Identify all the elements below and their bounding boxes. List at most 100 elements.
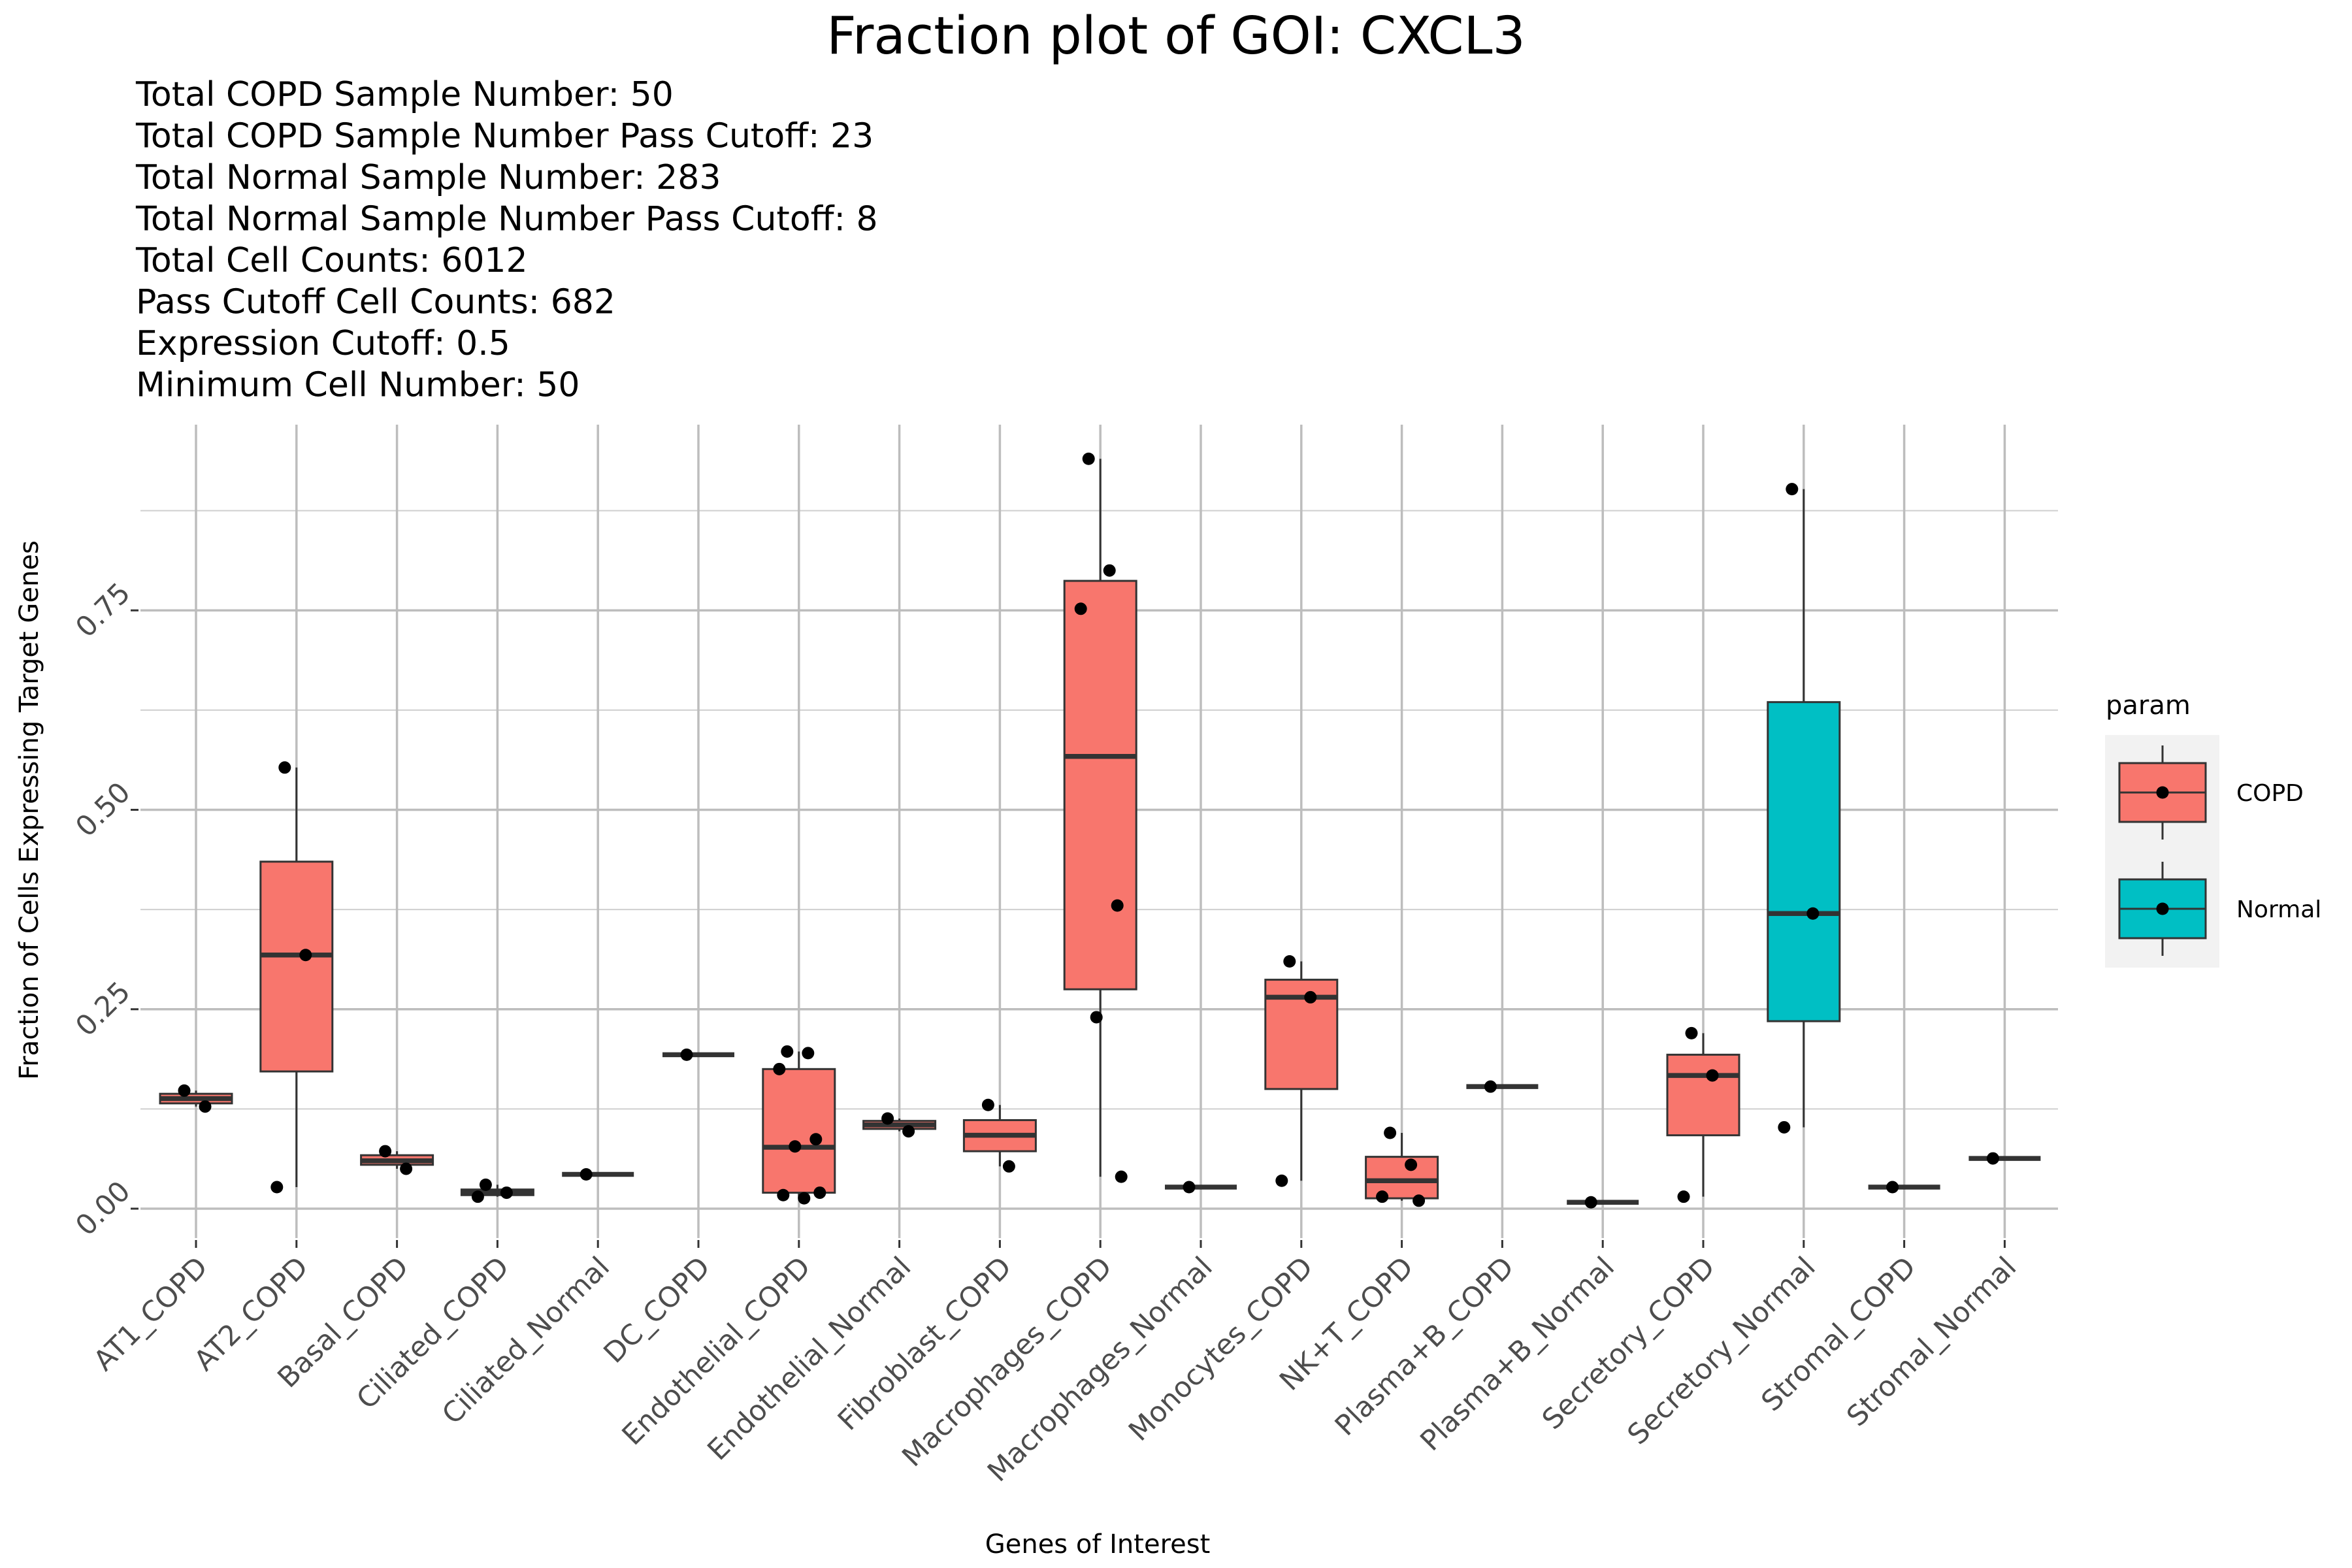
data-point: [379, 1145, 392, 1158]
data-point: [1706, 1069, 1719, 1082]
box-body: [1666, 1053, 1740, 1137]
data-point: [278, 761, 291, 774]
data-point: [270, 1181, 284, 1194]
chart-title: Fraction plot of GOI: CXCL3: [826, 6, 1526, 66]
data-point: [773, 1062, 786, 1075]
subtitle-line: Total Cell Counts: 6012: [135, 241, 528, 280]
x-axis-title: Genes of Interest: [985, 1529, 1211, 1560]
data-point: [798, 1192, 811, 1205]
box-endothelial-normal: [862, 1119, 937, 1132]
data-point: [1405, 1158, 1418, 1171]
x-tick-label: Stromal_Normal: [1840, 1250, 2023, 1433]
legend-label: COPD: [2236, 780, 2304, 807]
box-at2-copd: [259, 767, 334, 1188]
y-axis-ticks: 0.00 0.25 0.50 0.75: [69, 577, 139, 1243]
subtitle-line: Total COPD Sample Number: 50: [135, 75, 674, 114]
data-point: [1275, 1174, 1288, 1187]
x-tick-label: Plasma+B_COPD: [1329, 1250, 1520, 1442]
data-point: [1685, 1026, 1698, 1039]
data-point: [1183, 1181, 1196, 1194]
box-macrophages-copd: [1063, 459, 1137, 1177]
subtitle-line: Total COPD Sample Number Pass Cutoff: 23: [135, 117, 874, 156]
x-tick-label: Endothelial_Normal: [702, 1250, 918, 1467]
data-point: [1074, 602, 1087, 615]
x-axis-ticks: AT1_COPDAT2_COPDBasal_COPDCiliated_COPDC…: [88, 1240, 2023, 1488]
data-point: [777, 1188, 790, 1201]
x-tick-label: Secretory_COPD: [1536, 1250, 1722, 1436]
data-point: [1986, 1152, 1999, 1165]
box-endothelial-copd: [762, 1051, 836, 1199]
legend-label: Normal: [2236, 896, 2321, 923]
box-body: [1767, 701, 1841, 1022]
x-tick-label: Fibroblast_COPD: [832, 1250, 1018, 1437]
data-point: [1413, 1194, 1426, 1207]
data-point: [1090, 1011, 1103, 1024]
data-point: [802, 1047, 815, 1060]
data-point: [1786, 483, 1799, 496]
box-body: [1063, 580, 1137, 990]
subtitle-line: Minimum Cell Number: 50: [136, 366, 580, 405]
data-point: [1103, 564, 1116, 577]
box-nk-t-copd: [1365, 1133, 1439, 1201]
data-point: [1002, 1160, 1015, 1173]
data-point: [1115, 1170, 1128, 1183]
data-point: [680, 1048, 693, 1061]
x-tick-label: Ciliated_Normal: [436, 1250, 616, 1431]
legend-title: param: [2106, 691, 2191, 721]
box-body: [762, 1068, 836, 1194]
subtitle-line: Total Normal Sample Number: 283: [135, 158, 721, 197]
data-point: [1584, 1196, 1597, 1209]
data-point: [299, 949, 312, 962]
data-point: [881, 1112, 894, 1125]
y-tick-label: 0.50: [69, 776, 137, 843]
data-point: [500, 1186, 513, 1200]
box-series: [159, 459, 2041, 1205]
data-point: [400, 1162, 413, 1175]
data-point: [1111, 899, 1124, 912]
box-secretory-normal: [1767, 489, 1841, 1128]
data-point: [471, 1190, 484, 1203]
data-points: [178, 452, 1999, 1209]
data-point: [178, 1084, 191, 1097]
data-point: [1384, 1126, 1397, 1139]
data-point: [1484, 1080, 1497, 1093]
subtitle-line: Total Normal Sample Number Pass Cutoff: …: [135, 200, 878, 239]
data-point: [809, 1133, 823, 1146]
box-monocytes-copd: [1264, 961, 1339, 1181]
box-basal-copd: [360, 1151, 434, 1169]
data-point: [813, 1186, 826, 1200]
data-point: [789, 1140, 802, 1153]
y-tick-label: 0.75: [69, 577, 137, 644]
subtitle-line: Pass Cutoff Cell Counts: 682: [136, 283, 615, 322]
data-point: [1304, 990, 1317, 1004]
data-point: [580, 1168, 593, 1181]
box-body: [1365, 1156, 1439, 1200]
y-tick-label: 0.00: [69, 1175, 137, 1242]
data-point: [781, 1045, 794, 1058]
data-point: [1376, 1190, 1389, 1203]
data-point: [981, 1098, 994, 1111]
data-point: [1778, 1120, 1791, 1134]
box-body: [259, 860, 334, 1073]
data-point: [1806, 907, 1820, 920]
y-tick-label: 0.25: [69, 975, 137, 1043]
box-at1-copd: [159, 1090, 233, 1107]
x-tick-label: Secretory_Normal: [1622, 1250, 1822, 1451]
legend-key-normal: [2118, 862, 2207, 956]
data-point: [1677, 1190, 1690, 1203]
x-tick-label: Monocytes_COPD: [1122, 1250, 1319, 1447]
data-point: [902, 1125, 915, 1138]
legend-key-copd: [2118, 745, 2207, 840]
data-point: [479, 1178, 492, 1191]
legend: param COPD Normal: [2105, 691, 2321, 968]
data-point: [1886, 1181, 1899, 1194]
legend-point: [2156, 902, 2169, 915]
box-secretory-copd: [1666, 1033, 1740, 1197]
data-point: [1082, 452, 1095, 465]
subtitle-line: Expression Cutoff: 0.5: [136, 324, 510, 363]
legend-point: [2156, 786, 2169, 799]
x-tick-label: Plasma+B_Normal: [1414, 1250, 1621, 1457]
x-tick-label: Endothelial_COPD: [616, 1250, 817, 1452]
data-point: [199, 1100, 212, 1113]
